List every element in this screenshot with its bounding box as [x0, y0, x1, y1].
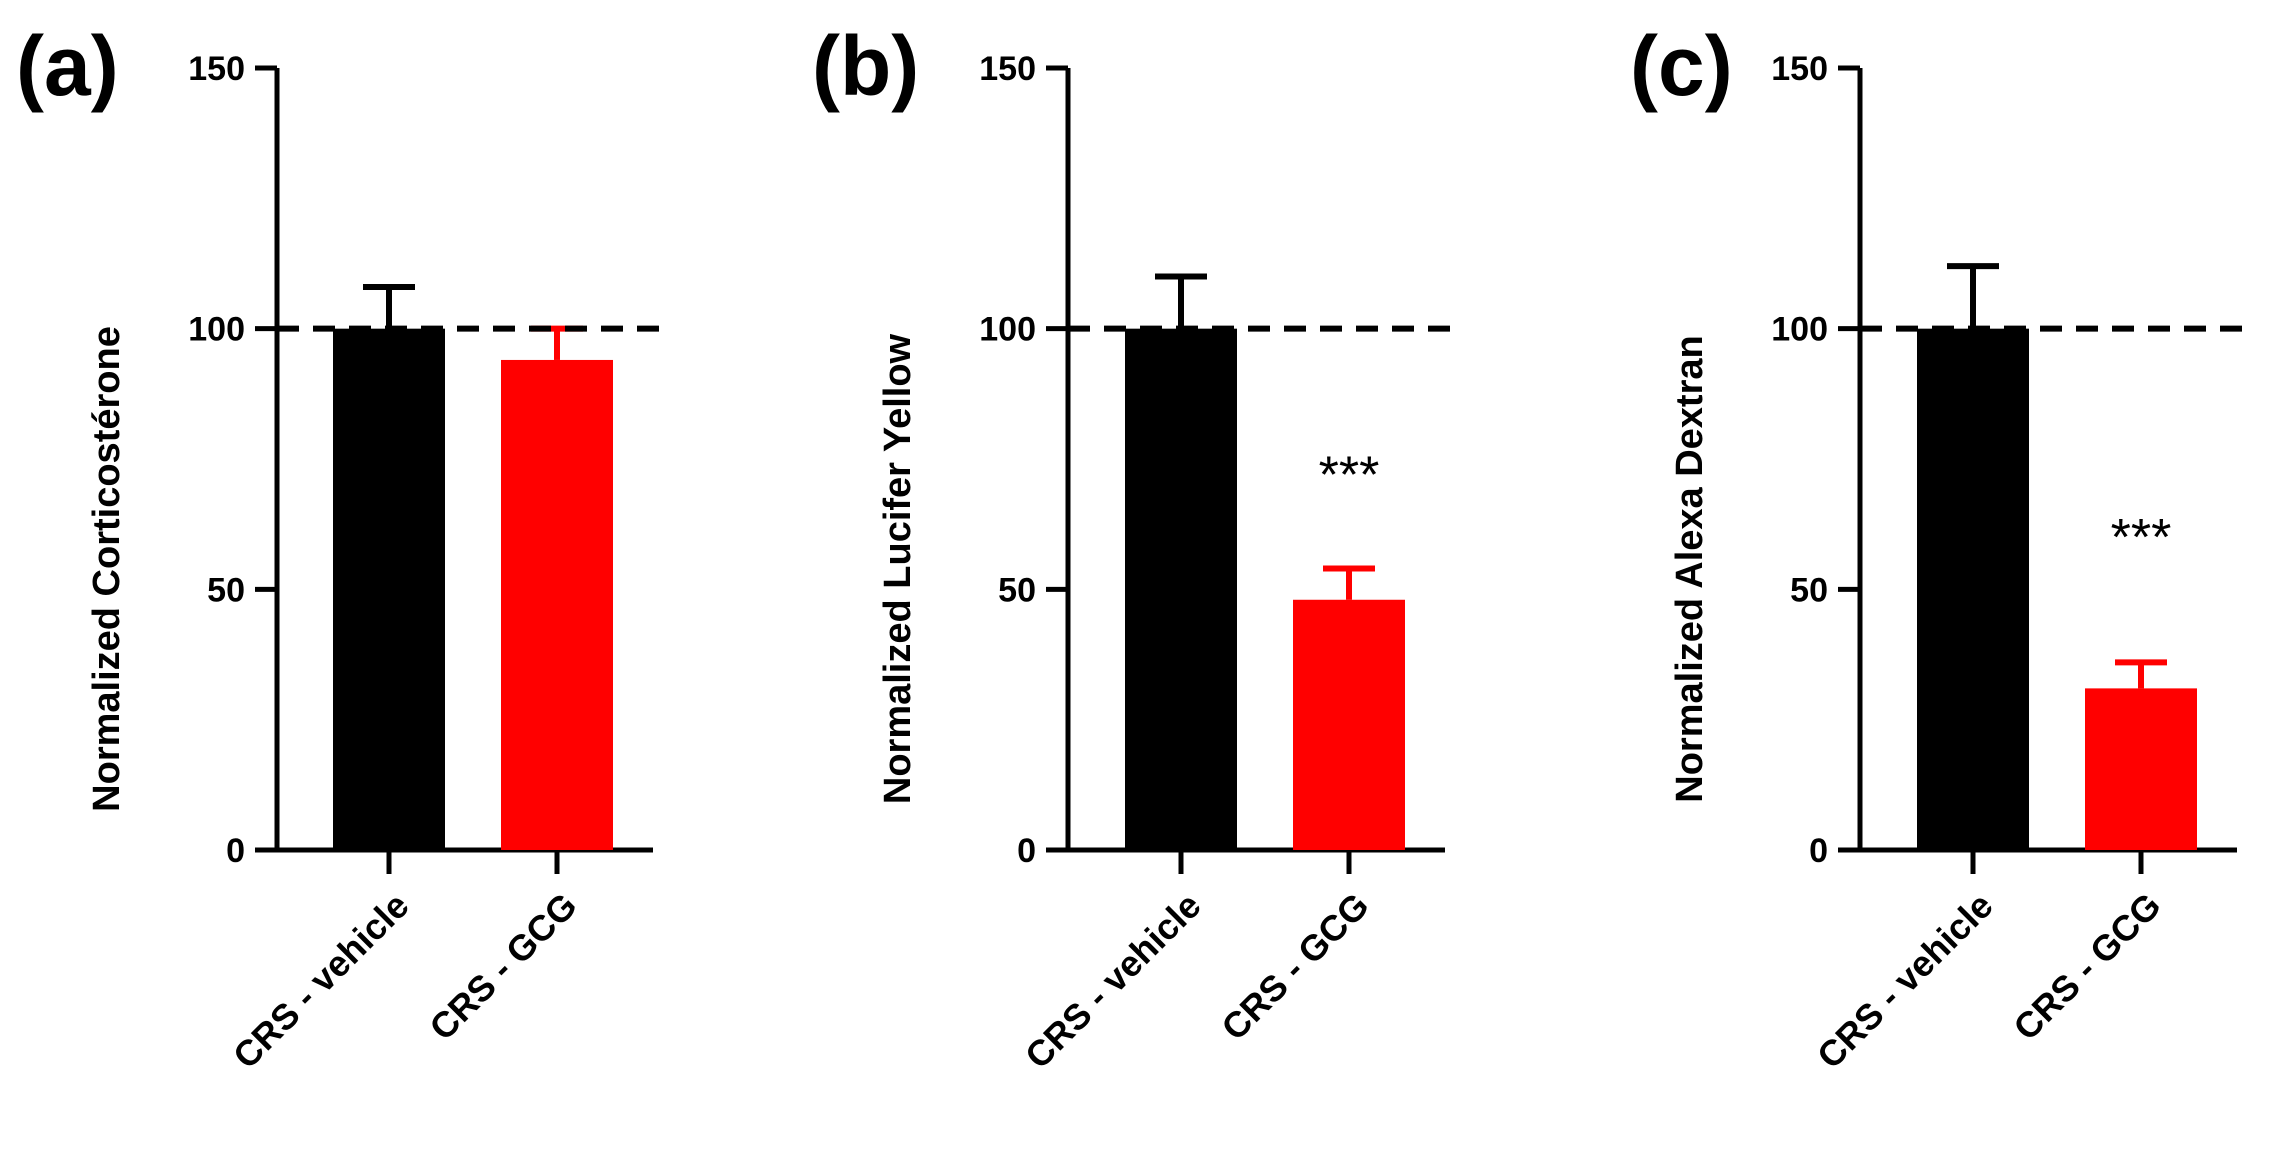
y-tick-label: 150: [1771, 50, 1828, 88]
panel-label: (a): [16, 19, 119, 113]
y-axis-title: Normalized Lucifer Yellow: [877, 333, 919, 804]
bar-gcg: [501, 359, 613, 850]
y-tick-label: 50: [207, 571, 245, 609]
significance-label: ***: [1319, 447, 1380, 505]
x-category-label: CRS - vehicle: [1017, 885, 1209, 1077]
panel-label: (b): [812, 19, 919, 113]
y-tick-label: 50: [1790, 571, 1828, 609]
bar-vehicle: [1125, 328, 1237, 851]
y-axis-title: Normalized Alexa Dextran: [1669, 335, 1711, 802]
x-category-label: CRS - GCG: [1213, 885, 1376, 1048]
y-tick-label: 100: [188, 311, 245, 349]
chart-panel-3: (c) 0 50 100 150 Normalized Alexa Dextran CRS …: [1630, 19, 2248, 1076]
y-tick-label: 100: [979, 311, 1036, 349]
x-category-label: CRS - GCG: [2005, 885, 2168, 1048]
y-tick-label: 150: [979, 50, 1036, 88]
y-tick-label: 0: [1809, 832, 1828, 870]
y-tick-label: 150: [188, 50, 245, 88]
chart-panel-1: (a) 0 50 100 150 Normalized Corticostérone CRS…: [16, 19, 665, 1076]
y-axis-title: Normalized Corticostérone: [86, 326, 128, 812]
y-tick-label: 0: [226, 832, 245, 870]
y-tick-label: 0: [1017, 832, 1036, 870]
x-category-label: CRS - vehicle: [225, 885, 417, 1077]
bar-gcg: [2085, 688, 2197, 850]
x-category-label: CRS - vehicle: [1809, 885, 2001, 1077]
bar-gcg: [1293, 599, 1405, 850]
panel-label: (c): [1630, 19, 1733, 113]
bar-vehicle: [1917, 328, 2029, 851]
chart-panel-2: (b) 0 50 100 150 Normalized Lucifer Yellow CRS…: [812, 19, 1455, 1076]
x-category-label: CRS - GCG: [421, 885, 584, 1048]
y-tick-label: 100: [1771, 311, 1828, 349]
significance-label: ***: [2111, 509, 2172, 567]
y-tick-label: 50: [998, 571, 1036, 609]
bar-vehicle: [333, 328, 445, 851]
